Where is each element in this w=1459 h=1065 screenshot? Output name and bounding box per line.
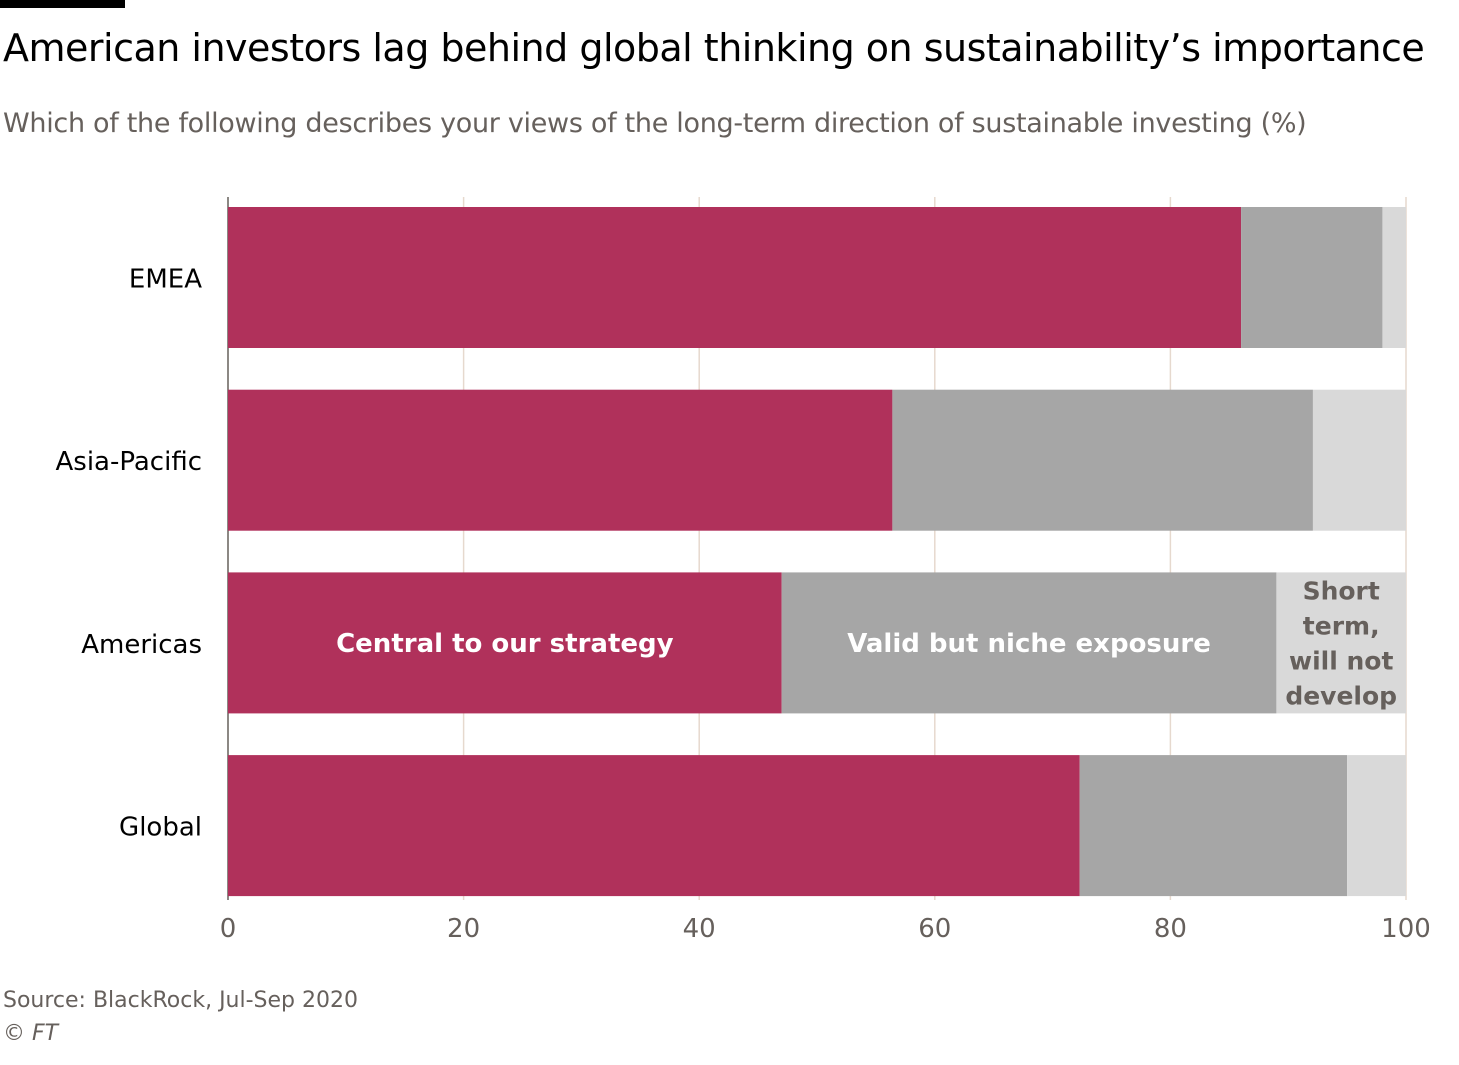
y-tick-label: EMEA <box>129 265 202 295</box>
y-tick-label: Global <box>119 813 202 843</box>
bar-segment <box>892 389 1313 531</box>
x-tick-label: 60 <box>918 914 951 944</box>
bar-segment <box>781 572 1277 714</box>
bar-segment <box>1347 755 1406 897</box>
series-label: will not <box>1289 646 1393 675</box>
series-label: Central to our strategy <box>336 629 674 659</box>
bar-segment <box>228 389 893 531</box>
series-label: Short <box>1303 576 1380 605</box>
x-tick-label: 20 <box>447 914 480 944</box>
bar-segment <box>228 207 1242 348</box>
bar-segment <box>1312 389 1406 531</box>
x-tick-label: 100 <box>1381 914 1431 944</box>
bar-segment <box>1276 572 1406 714</box>
series-label: Valid but niche exposure <box>847 629 1211 659</box>
y-tick-label: Asia-Pacific <box>55 447 202 477</box>
chart-title: American investors lag behind global thi… <box>3 26 1425 70</box>
source-note: Source: BlackRock, Jul-Sep 2020 <box>3 988 358 1013</box>
y-tick-label: Americas <box>81 630 202 660</box>
chart-subtitle: Which of the following describes your vi… <box>3 108 1307 139</box>
copyright-note: © FT <box>3 1021 59 1046</box>
bar-segment <box>1079 755 1348 897</box>
series-label: develop <box>1285 681 1397 710</box>
series-label: term, <box>1303 611 1380 640</box>
bar-segment <box>1241 207 1383 348</box>
stacked-bar-chart: EMEA Asia-Pacific Central to our strategy V… <box>55 197 1431 944</box>
bar-segment <box>228 572 782 714</box>
x-tick-label: 80 <box>1154 914 1187 944</box>
bar-segment <box>1382 207 1406 348</box>
x-tick-label: 0 <box>220 914 237 944</box>
bar-segment <box>228 755 1080 897</box>
brand-bar <box>0 0 125 8</box>
x-tick-label: 40 <box>683 914 716 944</box>
